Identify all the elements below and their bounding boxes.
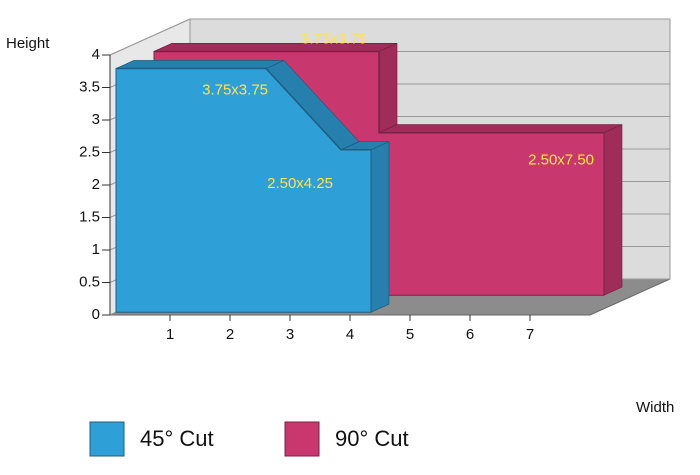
y-tick-label: 1.5 (79, 208, 100, 225)
y-tick-label: 2 (92, 176, 100, 193)
x-tick-label: 3 (286, 326, 294, 343)
annotation: 3.75x3.75 (202, 82, 268, 99)
x-tick-label: 6 (466, 326, 474, 343)
y-tick-label: 3 (92, 111, 100, 128)
legend-label: 45° Cut (140, 426, 214, 451)
annotation: 2.50x4.25 (267, 175, 333, 192)
y-tick-label: 0 (92, 306, 100, 323)
area-side (370, 141, 390, 313)
x-tick-label: 2 (226, 326, 234, 343)
y-tick-label: 3.5 (79, 78, 100, 95)
y-axis-title: Height (6, 35, 50, 52)
y-tick-label: 0.5 (79, 273, 100, 290)
x-tick-label: 4 (346, 326, 354, 343)
x-tick-label: 5 (406, 326, 414, 343)
area-side (378, 124, 623, 133)
annotation: 3.75x3.75 (301, 30, 367, 47)
area-side (115, 60, 285, 69)
grid-line (109, 18, 670, 56)
area-top (116, 67, 371, 151)
x-tick-label: 7 (526, 326, 534, 343)
legend-label: 90° Cut (335, 426, 409, 451)
annotation: 2.50x7.50 (528, 152, 594, 169)
x-tick-label: 1 (166, 326, 174, 343)
x-axis-title: Width (636, 399, 674, 416)
area-side (603, 124, 623, 296)
legend-swatch (89, 421, 125, 457)
y-tick-label: 4 (92, 46, 100, 63)
y-tick-label: 2.5 (79, 143, 100, 160)
y-tick-label: 1 (92, 241, 100, 258)
area-top (154, 50, 604, 134)
area-side (378, 42, 398, 134)
legend-swatch (284, 421, 320, 457)
